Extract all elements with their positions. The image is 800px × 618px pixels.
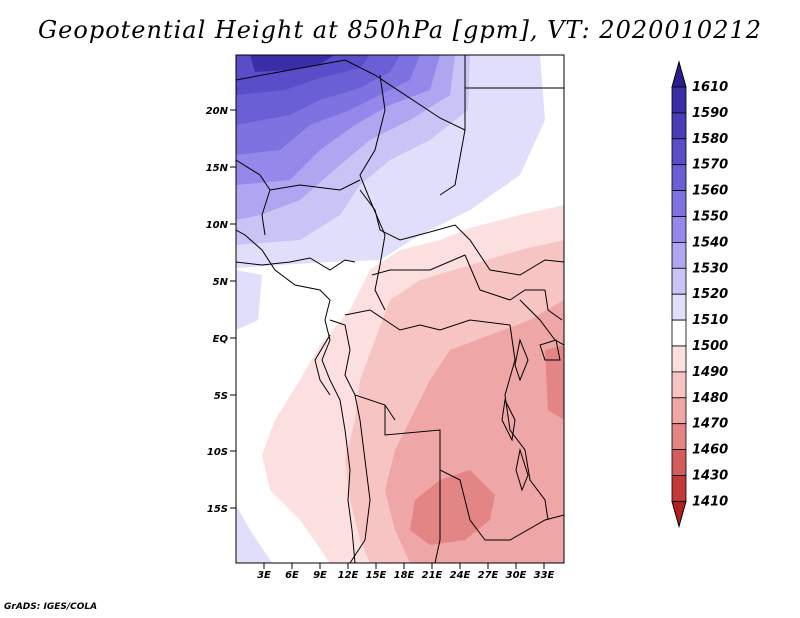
lat-label: 20N [206, 106, 229, 117]
map-frame [235, 54, 565, 564]
colorbar-swatch [671, 423, 687, 451]
lon-label: 33E [534, 570, 555, 581]
colorbar-label: 1510 [692, 313, 728, 328]
latitude-axis: 20N 15N 10N 5N EQ 5S 10S 15S [206, 106, 236, 515]
lon-label: 15E [366, 570, 387, 581]
colorbar-label: 1540 [692, 235, 728, 250]
colorbar-top-arrow [671, 60, 687, 88]
lat-label: 10S [207, 447, 228, 458]
grads-credit: GrADS: IGES/COLA [4, 602, 98, 612]
band-1470 [410, 470, 495, 545]
band-1590 [250, 55, 335, 72]
colorbar-swatch [671, 475, 687, 502]
lon-label: 30E [506, 570, 527, 581]
colorbar-label: 1500 [692, 339, 728, 354]
west-coastline [236, 229, 356, 563]
lat-label: EQ [213, 334, 229, 345]
colorbar-label: 1490 [692, 365, 728, 380]
colorbar-label: 1580 [692, 132, 728, 147]
colorbar-swatch [671, 345, 687, 373]
colorbar-label: 1410 [692, 494, 728, 509]
longitude-axis: 3E 6E 9E 12E 15E 18E 21E 24E 27E 30E 33E [257, 563, 555, 581]
colorbar-label: 1470 [692, 417, 728, 432]
band-1520-west [236, 270, 262, 330]
lon-label: 27E [478, 570, 499, 581]
colorbar-label: 1550 [692, 210, 728, 225]
colorbar-label: 1530 [692, 261, 728, 276]
colorbar-swatch [671, 86, 687, 114]
lon-label: 21E [422, 570, 443, 581]
colorbar-label: 1560 [692, 184, 728, 199]
colorbar-swatch [671, 112, 687, 140]
colorbar-swatch [671, 293, 687, 321]
colorbar-swatch [671, 449, 687, 476]
lat-label: 5N [213, 277, 229, 288]
lat-label: 15S [207, 504, 228, 515]
height-field [236, 55, 564, 563]
lon-label: 18E [394, 570, 415, 581]
country-borders [236, 55, 564, 563]
colorbar-swatch [671, 319, 687, 347]
lon-label: 6E [285, 570, 299, 581]
colorbar-bottom-arrow [671, 500, 687, 529]
lat-label: 15N [206, 163, 229, 174]
colorbar-swatch [671, 164, 687, 191]
lon-label: 3E [257, 570, 271, 581]
colorbar-swatch [671, 241, 687, 269]
lon-label: 24E [450, 570, 471, 581]
band-1520-sw [236, 505, 272, 563]
colorbar-label: 1460 [692, 443, 728, 458]
lat-label: 10N [206, 220, 229, 231]
great-lakes [501, 338, 561, 492]
map-title: Geopotential Height at 850hPa [gpm], VT:… [38, 16, 762, 44]
colorbar: 1610 1590 1580 1570 1560 1550 1540 1530 1520 1510… [671, 60, 728, 529]
lat-label: 5S [214, 391, 228, 402]
lon-label: 12E [338, 570, 359, 581]
colorbar-label: 1430 [692, 469, 728, 484]
colorbar-swatch [671, 190, 687, 217]
colorbar-swatch [671, 397, 687, 425]
colorbar-swatch [671, 371, 687, 399]
lon-label: 9E [313, 570, 327, 581]
colorbar-swatch [671, 267, 687, 295]
colorbar-label: 1610 [692, 80, 728, 95]
colorbar-swatch [671, 138, 687, 166]
colorbar-label: 1570 [692, 158, 728, 173]
colorbar-label: 1590 [692, 106, 728, 121]
band-1470-east [545, 345, 564, 420]
colorbar-label: 1480 [692, 391, 728, 406]
colorbar-label: 1520 [692, 287, 728, 302]
colorbar-swatch [671, 216, 687, 243]
